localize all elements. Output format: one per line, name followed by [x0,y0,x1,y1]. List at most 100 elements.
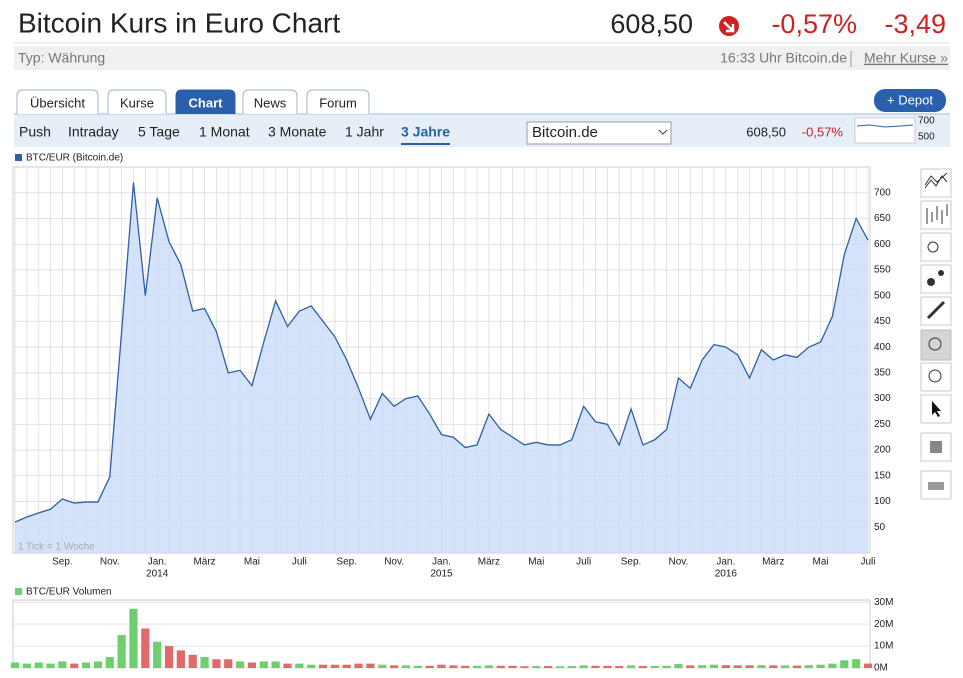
volume-bar [271,661,280,668]
tab[interactable] [306,89,370,114]
tool-icon [932,401,941,417]
tab-label[interactable]: Übersicht [30,95,85,110]
volume-bar [390,665,399,668]
volume-bar [188,654,197,668]
tool-button[interactable] [920,200,952,230]
volume-bar [46,663,55,668]
tool-button[interactable] [920,232,952,262]
y-tick-label: 600 [874,239,891,250]
range-option[interactable]: 1 Jahr [345,124,384,140]
mini-tick: 700 [918,116,935,127]
range-option[interactable]: 3 Jahre [401,124,450,140]
volume-bar [105,657,114,668]
x-tick-label: März [193,557,215,568]
page-title: Bitcoin Kurs in Euro Chart [18,7,340,38]
x-tick-label: Jan. [432,557,451,568]
volume-bar [93,661,103,668]
volume-bar [721,665,730,668]
range-bar [14,115,950,147]
tab-label[interactable]: Chart [189,95,224,110]
volume-bar [626,665,636,668]
volume-bar [709,664,719,668]
volume-bar [769,665,778,668]
range-option[interactable]: Intraday [68,124,119,140]
toolbar [920,168,952,500]
tab[interactable] [242,89,298,114]
volume-bar [212,659,221,668]
volume-bar [224,659,233,668]
tab[interactable] [175,89,236,114]
tool-button[interactable] [920,329,952,361]
volume-bar [828,663,837,668]
price-line [14,182,869,523]
tool-icon [927,241,939,253]
tab[interactable] [107,89,167,114]
y-tick-label: 400 [874,342,891,353]
tab-label[interactable]: News [254,95,287,110]
tool-button[interactable] [920,362,952,392]
volume-bar [307,664,316,668]
tab-label[interactable]: Forum [319,95,357,110]
x-tick-label: Juli [576,557,591,568]
y-tick-label: 200 [874,445,891,456]
tool-icon [928,482,944,490]
volume-bar [378,664,387,668]
volume-bar [698,665,707,668]
volume-bar [520,666,529,668]
volume-bar [484,665,493,668]
tab-label[interactable]: Kurse [120,95,154,110]
volume-bar [650,666,659,668]
volume-bar [330,664,339,668]
volume-bar [81,662,91,668]
depot-label[interactable]: + Depot [887,92,933,107]
y-tick-label: 500 [874,290,891,301]
depot-button[interactable] [874,89,946,112]
volume-bar [259,661,268,668]
x-tick-label: März [478,557,500,568]
exchange-select[interactable] [526,121,672,145]
x-tick-label: Nov. [384,557,404,568]
x-tick-label: Juli [292,557,307,568]
volume-bar [318,664,328,668]
chart-note: 1 Tick = 1 Woche [18,542,95,553]
range-option[interactable]: Push [19,124,51,140]
volume-bar [413,665,422,668]
volume-bar [153,641,162,668]
y-tick-label: 350 [874,368,891,379]
legend-swatch [15,588,22,595]
type-label: Typ: Währung [18,50,105,66]
range-option[interactable]: 3 Monate [268,124,327,140]
volume-bar [34,662,43,668]
volume-bar [235,661,245,668]
y-tick-label: 30M [874,597,893,608]
range-option[interactable]: 1 Monat [199,124,250,140]
volume-bar [615,666,624,668]
volume-bar [544,666,553,668]
tool-icon [926,204,948,224]
source-label: 16:33 Uhr Bitcoin.de [720,50,847,66]
tool-icon [924,172,948,189]
exchange-value[interactable]: Bitcoin.de [532,124,598,141]
volume-bar [141,628,150,668]
legend-swatch [15,154,22,161]
tool-icon [938,270,944,276]
tool-button[interactable] [920,264,952,294]
volume-bar [638,666,648,668]
volume-bar [58,661,67,668]
volume-bar [508,665,517,668]
y-tick-label: 50 [874,522,886,533]
y-tick-label: 700 [874,187,891,198]
volume-bar [532,666,541,668]
mini-tick: 500 [918,132,935,143]
volume-bar [816,664,825,668]
more-link[interactable]: Mehr Kurse » [864,50,948,66]
range-option[interactable]: 5 Tage [138,124,180,140]
tab[interactable] [16,89,99,114]
x-tick-label: Nov. [100,557,120,568]
volume-bar [567,666,576,668]
x-tick-label: Sep. [621,557,642,568]
x-tick-label: Jan. [148,557,167,568]
y-tick-label: 250 [874,419,891,430]
volume-bar [401,665,411,668]
